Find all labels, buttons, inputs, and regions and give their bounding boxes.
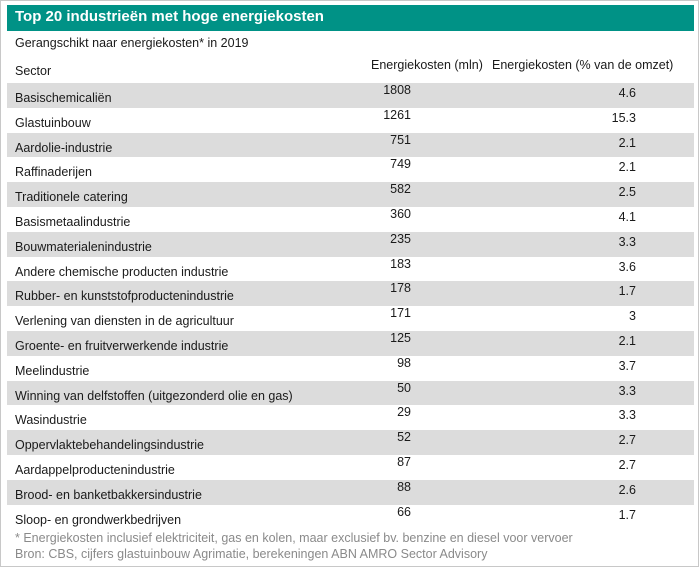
- cell-energy-cost-mln: 66: [397, 504, 411, 519]
- cell-energy-cost-pct: 2.1: [618, 135, 636, 150]
- cell-sector: Sloop- en grondwerkbedrijven: [15, 512, 182, 527]
- table-row: Sloop- en grondwerkbedrijven 66 1.7: [7, 505, 694, 530]
- table-row: Brood- en banketbakkersindustrie 88 2.6: [7, 479, 694, 505]
- cell-sector: Winning van delfstoffen (uitgezonderd ol…: [15, 388, 293, 403]
- cell-sector: Brood- en banketbakkersindustrie: [15, 487, 202, 502]
- table-row: Rubber- en kunststofproductenindustrie 17…: [7, 281, 694, 307]
- table-row: Raffinaderijen 749 2.1: [7, 157, 694, 182]
- cell-energy-cost-mln: 171: [390, 306, 411, 321]
- cell-energy-cost-pct: 15.3: [611, 110, 636, 125]
- cell-energy-cost-pct: 2.6: [618, 482, 636, 497]
- cell-energy-cost-mln: 29: [397, 405, 411, 420]
- cell-energy-cost-mln: 751: [390, 132, 411, 147]
- cell-energy-cost-mln: 1808: [383, 83, 411, 97]
- cell-sector: Oppervlaktebehandelingsindustrie: [15, 438, 205, 453]
- cell-energy-cost-pct: 2.1: [618, 160, 636, 175]
- page-title: Top 20 industrieën met hoge energiekoste…: [15, 8, 324, 25]
- cell-sector: Basismetaalindustrie: [15, 214, 131, 229]
- table-row: Wasindustrie 29 3.3: [7, 405, 694, 430]
- table-row: Glastuinbouw 1261 15.3: [7, 108, 694, 133]
- cell-sector: Traditionele catering: [15, 190, 128, 205]
- footnote-source: Bron: CBS, cijfers glastuinbouw Agrimati…: [15, 547, 488, 561]
- cell-energy-cost-pct: 1.7: [618, 507, 636, 522]
- cell-energy-cost-pct: 2.7: [618, 457, 636, 472]
- cell-energy-cost-pct: 2.1: [618, 333, 636, 348]
- cell-energy-cost-pct: 4.1: [618, 209, 636, 224]
- cell-energy-cost-mln: 360: [390, 206, 411, 221]
- table-row: Winning van delfstoffen (uitgezonderd ol…: [7, 380, 694, 406]
- cell-sector: Glastuinbouw: [15, 115, 91, 130]
- cell-energy-cost-mln: 1261: [383, 107, 411, 122]
- table-row: Basismetaalindustrie 360 4.1: [7, 207, 694, 232]
- cell-sector: Aardappelproductenindustrie: [15, 462, 175, 477]
- subtitle: Gerangschikt naar energiekosten* in 2019: [15, 36, 249, 50]
- cell-energy-cost-pct: 1.7: [618, 284, 636, 299]
- cell-energy-cost-pct: 2.5: [618, 185, 636, 200]
- title-bar: Top 20 industrieën met hoge energiekoste…: [7, 5, 694, 31]
- table-row: Meelindustrie 98 3.7: [7, 356, 694, 381]
- cell-energy-cost-mln: 98: [397, 355, 411, 370]
- cell-energy-cost-mln: 178: [390, 281, 411, 296]
- table-row: Groente- en fruitverwerkende industrie 12…: [7, 330, 694, 356]
- cell-sector: Verlening van diensten in de agricultuur: [15, 314, 234, 329]
- cell-energy-cost-mln: 749: [390, 157, 411, 172]
- cell-sector: Aardolie-industrie: [15, 140, 113, 155]
- cell-energy-cost-mln: 235: [390, 231, 411, 246]
- table-row: Aardolie-industrie 751 2.1: [7, 132, 694, 158]
- table-body: Basischemicaliën 1808 4.6 Glastuinbouw 1261 1…: [7, 83, 694, 529]
- column-header-sector: Sector: [15, 64, 52, 78]
- cell-energy-cost-pct: 3.7: [618, 358, 636, 373]
- footnote-definition: * Energiekosten inclusief elektriciteit,…: [15, 531, 573, 545]
- cell-sector: Andere chemische producten industrie: [15, 264, 229, 279]
- cell-energy-cost-mln: 50: [397, 380, 411, 395]
- column-header-energy-cost-mln: Energiekosten (mln): [371, 58, 483, 72]
- cell-sector: Groente- en fruitverwerkende industrie: [15, 338, 229, 353]
- table-row: Verlening van diensten in de agricultuur…: [7, 306, 694, 331]
- cell-sector: Meelindustrie: [15, 363, 90, 378]
- cell-energy-cost-pct: 4.6: [618, 86, 636, 100]
- cell-energy-cost-pct: 3.3: [618, 383, 636, 398]
- cell-energy-cost-pct: 3.6: [618, 259, 636, 274]
- cell-energy-cost-mln: 87: [397, 454, 411, 469]
- cell-energy-cost-mln: 582: [390, 182, 411, 197]
- cell-sector: Wasindustrie: [15, 413, 87, 428]
- cell-energy-cost-mln: 88: [397, 479, 411, 494]
- table-row: Andere chemische producten industrie 183 3…: [7, 257, 694, 282]
- cell-energy-cost-pct: 3.3: [618, 234, 636, 249]
- cell-sector: Bouwmaterialenindustrie: [15, 239, 152, 254]
- column-header-energy-cost-pct: Energiekosten (% van de omzet): [492, 58, 674, 72]
- table-row: Bouwmaterialenindustrie 235 3.3: [7, 231, 694, 257]
- cell-energy-cost-mln: 125: [390, 330, 411, 345]
- table-row: Aardappelproductenindustrie 87 2.7: [7, 455, 694, 480]
- cell-energy-cost-pct: 2.7: [618, 433, 636, 448]
- table-row: Oppervlaktebehandelingsindustrie 52 2.7: [7, 430, 694, 455]
- cell-energy-cost-mln: 183: [390, 256, 411, 271]
- table-row: Traditionele catering 582 2.5: [7, 182, 694, 207]
- table-row: Basischemicaliën 1808 4.6: [7, 83, 694, 108]
- cell-sector: Rubber- en kunststofproductenindustrie: [15, 289, 234, 304]
- cell-energy-cost-pct: 3.3: [618, 408, 636, 423]
- cell-energy-cost-pct: 3: [629, 309, 636, 324]
- cell-energy-cost-mln: 52: [397, 430, 411, 445]
- cell-sector: Basischemicaliën: [15, 91, 112, 105]
- cell-sector: Raffinaderijen: [15, 165, 92, 180]
